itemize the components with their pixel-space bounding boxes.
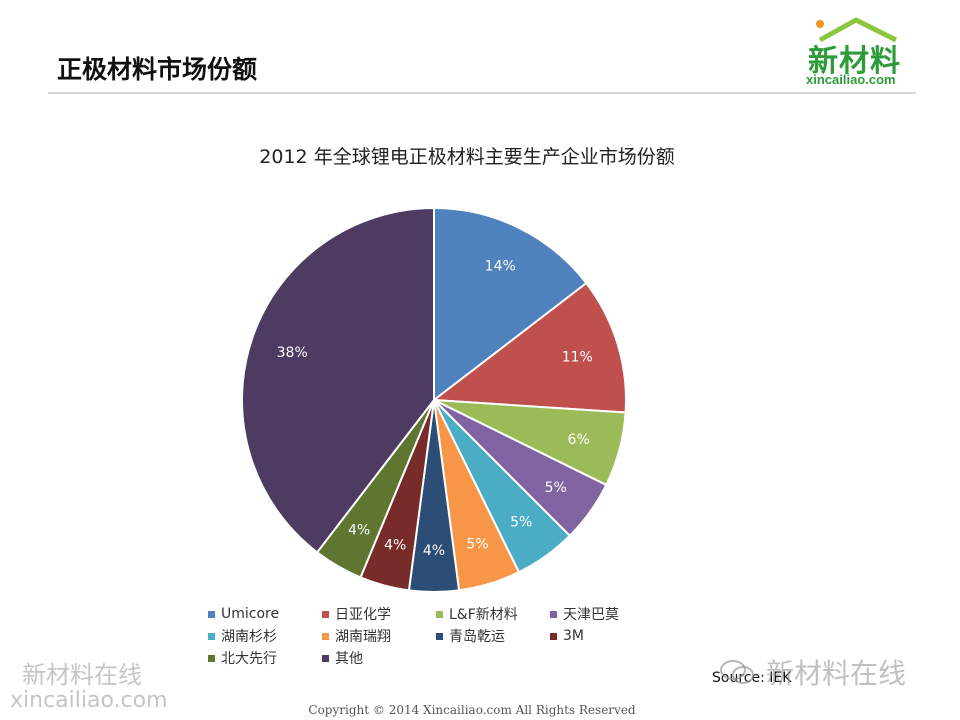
pie-data-label-1: 14% (485, 259, 516, 275)
logo-text: 新材料 (808, 44, 901, 79)
pie-slice-1 (433, 206, 588, 403)
pie-slice-10 (241, 206, 435, 554)
legend-label: 天津巴莫 (563, 607, 619, 623)
legend-label: Umicore (221, 606, 280, 622)
pie-data-label-2: 11% (562, 350, 593, 366)
copyright-footer: Copyright © 2014 Xincailiao.com All Righ… (308, 703, 636, 717)
logo-roof-icon (816, 17, 898, 43)
legend-swatch (322, 610, 329, 618)
pie-data-label-4: 5% (545, 480, 567, 496)
legend-item: 天津巴莫 (550, 605, 648, 623)
pie-data-label-3: 6% (568, 432, 590, 448)
legend-item: 湖南瑞翔 (322, 627, 436, 645)
legend-item: 北大先行 (208, 649, 322, 667)
pie-data-label-8: 4% (384, 538, 406, 554)
slide-title: 正极材料市场份额 (57, 55, 258, 84)
legend-swatch (208, 610, 215, 618)
legend-label: 湖南瑞翔 (335, 629, 391, 645)
wechat-icon (720, 659, 754, 685)
legend-label: 青岛乾运 (449, 629, 505, 645)
pie-data-label-9: 4% (348, 523, 370, 539)
legend-label: 3M (563, 628, 584, 644)
pie-data-label-7: 4% (423, 543, 445, 559)
legend-swatch (550, 632, 557, 640)
legend-item: 3M (550, 627, 648, 645)
legend-item: 其他 (322, 649, 436, 667)
legend-swatch (208, 632, 215, 640)
legend-label: L&F新材料 (449, 607, 518, 623)
legend-item: L&F新材料 (436, 605, 550, 623)
chart-legend: Umicore 日亚化学 L&F新材料 天津巴莫湖南杉杉 湖南瑞翔 青岛乾运 3M 北大先行 其… (208, 605, 648, 667)
legend-label: 其他 (335, 651, 363, 667)
legend-label: 湖南杉杉 (221, 629, 277, 645)
watermark-left-text: 新材料在线 (22, 661, 142, 689)
legend-item: 青岛乾运 (436, 627, 550, 645)
legend-item: 日亚化学 (322, 605, 436, 623)
legend-swatch (322, 654, 329, 662)
chart-title: 2012 年全球锂电正极材料主要生产企业市场份额 (259, 146, 675, 168)
legend-swatch (322, 632, 329, 640)
legend-item: 湖南杉杉 (208, 627, 322, 645)
pie-data-label-6: 5% (466, 536, 488, 552)
legend-swatch (208, 654, 215, 662)
legend-label: 北大先行 (221, 651, 277, 667)
watermark-right: 新材料在线 (720, 652, 906, 692)
legend-item: Umicore (208, 605, 322, 623)
watermark-left-url: xincailiao.com (10, 688, 168, 713)
pie-data-label-10: 38% (277, 345, 308, 361)
watermark-right-text: 新材料在线 (766, 657, 907, 690)
legend-swatch (436, 632, 443, 640)
title-divider (48, 92, 916, 94)
legend-swatch (550, 610, 557, 618)
legend-label: 日亚化学 (335, 607, 391, 623)
pie-data-label-5: 5% (510, 515, 532, 531)
site-logo[interactable]: 新材料 xincailiao.com (800, 14, 920, 90)
logo-url: xincailiao.com (806, 72, 896, 87)
pie-slice-2 (431, 281, 627, 414)
legend-swatch (436, 610, 443, 618)
